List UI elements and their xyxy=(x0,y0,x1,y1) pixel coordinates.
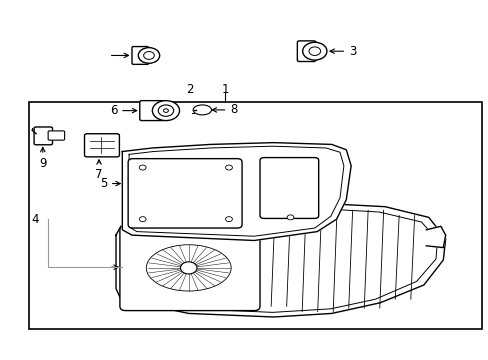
Polygon shape xyxy=(116,203,445,317)
Ellipse shape xyxy=(193,105,211,115)
Text: 3: 3 xyxy=(348,45,355,58)
Text: 2: 2 xyxy=(186,83,193,96)
Circle shape xyxy=(158,105,173,116)
Circle shape xyxy=(163,109,168,112)
Text: 8: 8 xyxy=(229,103,237,116)
Polygon shape xyxy=(122,143,350,240)
Circle shape xyxy=(286,215,293,220)
Text: 4: 4 xyxy=(31,213,39,226)
Circle shape xyxy=(308,47,320,55)
Circle shape xyxy=(225,165,232,170)
Circle shape xyxy=(143,51,154,59)
Text: 1: 1 xyxy=(221,83,228,96)
FancyBboxPatch shape xyxy=(140,101,163,121)
FancyBboxPatch shape xyxy=(132,46,148,64)
Circle shape xyxy=(138,48,159,63)
Text: 7: 7 xyxy=(95,167,102,181)
Circle shape xyxy=(139,165,146,170)
FancyBboxPatch shape xyxy=(48,131,64,140)
Text: 9: 9 xyxy=(39,157,46,170)
Circle shape xyxy=(152,101,179,121)
Polygon shape xyxy=(426,226,445,248)
FancyBboxPatch shape xyxy=(34,127,52,145)
Bar xyxy=(29,102,481,329)
Circle shape xyxy=(225,217,232,222)
FancyBboxPatch shape xyxy=(128,159,242,228)
Text: 6: 6 xyxy=(110,104,117,117)
Text: 5: 5 xyxy=(100,177,107,190)
FancyBboxPatch shape xyxy=(84,134,119,157)
FancyBboxPatch shape xyxy=(120,226,260,311)
Circle shape xyxy=(302,42,326,60)
Circle shape xyxy=(139,217,146,222)
FancyBboxPatch shape xyxy=(260,158,318,219)
FancyBboxPatch shape xyxy=(297,41,315,62)
Circle shape xyxy=(180,262,197,274)
